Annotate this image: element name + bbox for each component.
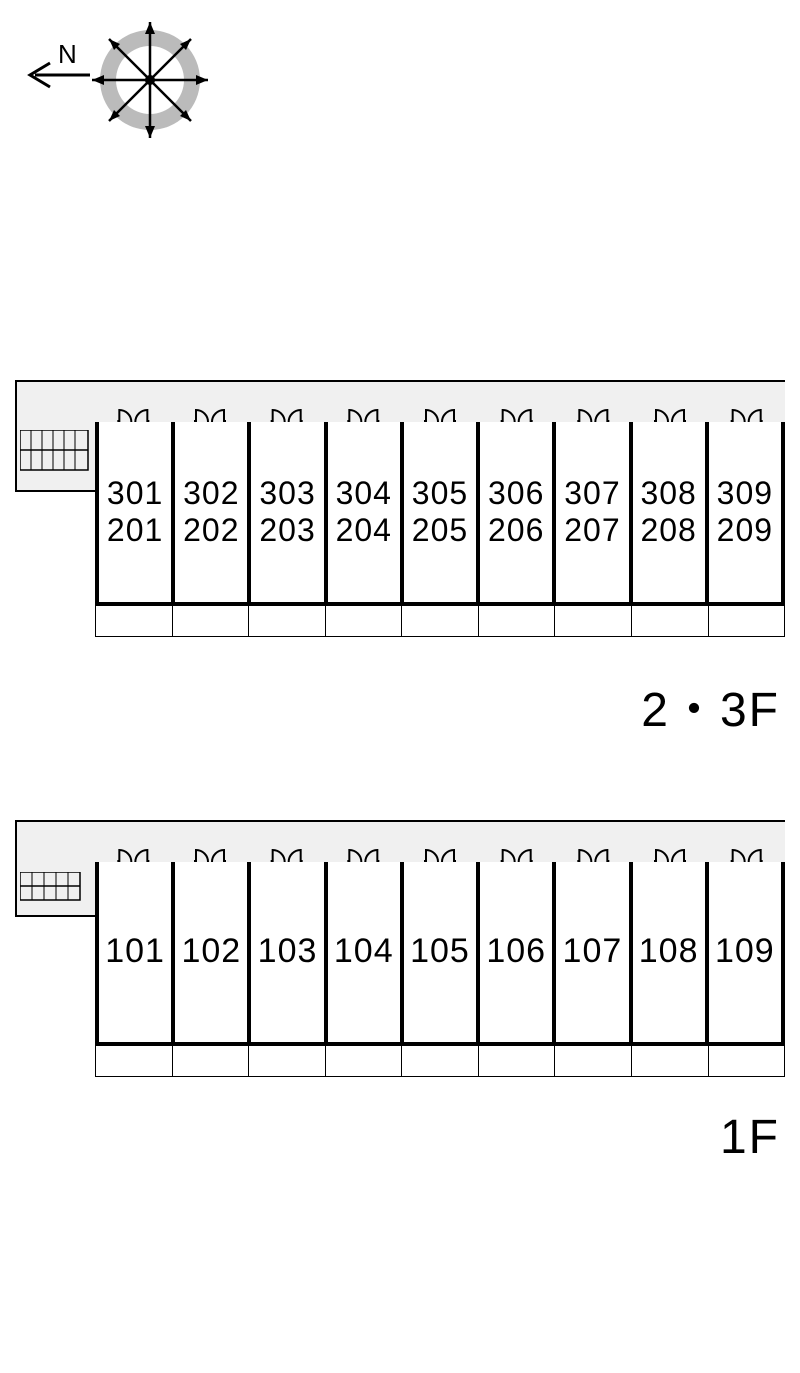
unit: 102 bbox=[175, 862, 251, 1042]
unit: 101 bbox=[99, 862, 175, 1042]
unit-number: 104 bbox=[334, 932, 394, 971]
units-upper: 3012013022023032033042043052053062063072… bbox=[95, 422, 785, 606]
unit-number-bottom: 208 bbox=[640, 512, 696, 549]
balcony-row-upper bbox=[95, 606, 785, 637]
unit-number-bottom: 205 bbox=[412, 512, 468, 549]
unit: 301201 bbox=[99, 422, 175, 602]
floor-label-lower: 1F bbox=[720, 1110, 780, 1165]
balcony bbox=[326, 1046, 403, 1076]
unit: 309209 bbox=[709, 422, 781, 602]
unit-number-top: 308 bbox=[640, 475, 696, 512]
stair-landing-top-lower bbox=[15, 820, 95, 862]
compass-label: N bbox=[58, 39, 77, 69]
unit: 305205 bbox=[404, 422, 480, 602]
balcony-row-lower bbox=[95, 1046, 785, 1077]
unit-number: 106 bbox=[486, 932, 546, 971]
unit-number-bottom: 207 bbox=[564, 512, 620, 549]
floor-label-upper: 2・3F bbox=[641, 670, 780, 740]
unit: 307207 bbox=[556, 422, 632, 602]
unit-number-bottom: 209 bbox=[717, 512, 773, 549]
unit: 304204 bbox=[328, 422, 404, 602]
unit: 308208 bbox=[633, 422, 709, 602]
unit-number: 102 bbox=[181, 932, 241, 971]
unit: 103 bbox=[251, 862, 327, 1042]
balcony bbox=[709, 606, 785, 636]
compass-icon: N bbox=[20, 20, 220, 160]
unit-number-bottom: 203 bbox=[259, 512, 315, 549]
stairs-icon bbox=[20, 872, 92, 912]
stair-landing-top bbox=[15, 380, 95, 422]
balcony bbox=[326, 606, 403, 636]
unit: 109 bbox=[709, 862, 781, 1042]
balcony bbox=[96, 1046, 173, 1076]
balcony bbox=[96, 606, 173, 636]
balcony bbox=[249, 606, 326, 636]
unit-number-top: 306 bbox=[488, 475, 544, 512]
unit-number: 109 bbox=[715, 932, 775, 971]
balcony bbox=[479, 1046, 556, 1076]
floorplan-lower: 101 102 103 104 105 106 107 108 109 bbox=[15, 820, 785, 1077]
unit: 107 bbox=[556, 862, 632, 1042]
units-lower: 101 102 103 104 105 106 107 108 109 bbox=[95, 862, 785, 1046]
unit-number-top: 301 bbox=[107, 475, 163, 512]
balcony bbox=[249, 1046, 326, 1076]
unit-number-top: 302 bbox=[183, 475, 239, 512]
unit: 104 bbox=[328, 862, 404, 1042]
balcony bbox=[709, 1046, 785, 1076]
unit: 302202 bbox=[175, 422, 251, 602]
unit: 106 bbox=[480, 862, 556, 1042]
unit-number-bottom: 202 bbox=[183, 512, 239, 549]
unit-number-top: 309 bbox=[717, 475, 773, 512]
unit-number-top: 307 bbox=[564, 475, 620, 512]
unit-number-bottom: 201 bbox=[107, 512, 163, 549]
balcony bbox=[632, 606, 709, 636]
unit-number-bottom: 204 bbox=[336, 512, 392, 549]
balcony bbox=[479, 606, 556, 636]
balcony bbox=[402, 606, 479, 636]
unit-number-top: 303 bbox=[259, 475, 315, 512]
stairs-icon bbox=[20, 430, 92, 485]
balcony bbox=[173, 606, 250, 636]
unit: 303203 bbox=[251, 422, 327, 602]
unit-number-top: 304 bbox=[336, 475, 392, 512]
balcony bbox=[173, 1046, 250, 1076]
balcony bbox=[632, 1046, 709, 1076]
unit-number: 107 bbox=[563, 932, 623, 971]
unit-number: 103 bbox=[258, 932, 318, 971]
unit-number-top: 305 bbox=[412, 475, 468, 512]
balcony bbox=[555, 1046, 632, 1076]
balcony bbox=[402, 1046, 479, 1076]
unit-number: 108 bbox=[639, 932, 699, 971]
compass: N bbox=[20, 20, 220, 165]
unit: 306206 bbox=[480, 422, 556, 602]
unit: 105 bbox=[404, 862, 480, 1042]
floorplan-upper: 3012013022023032033042043052053062063072… bbox=[15, 380, 785, 637]
unit-number: 105 bbox=[410, 932, 470, 971]
unit: 108 bbox=[633, 862, 709, 1042]
unit-number-bottom: 206 bbox=[488, 512, 544, 549]
unit-number: 101 bbox=[105, 932, 165, 971]
balcony bbox=[555, 606, 632, 636]
